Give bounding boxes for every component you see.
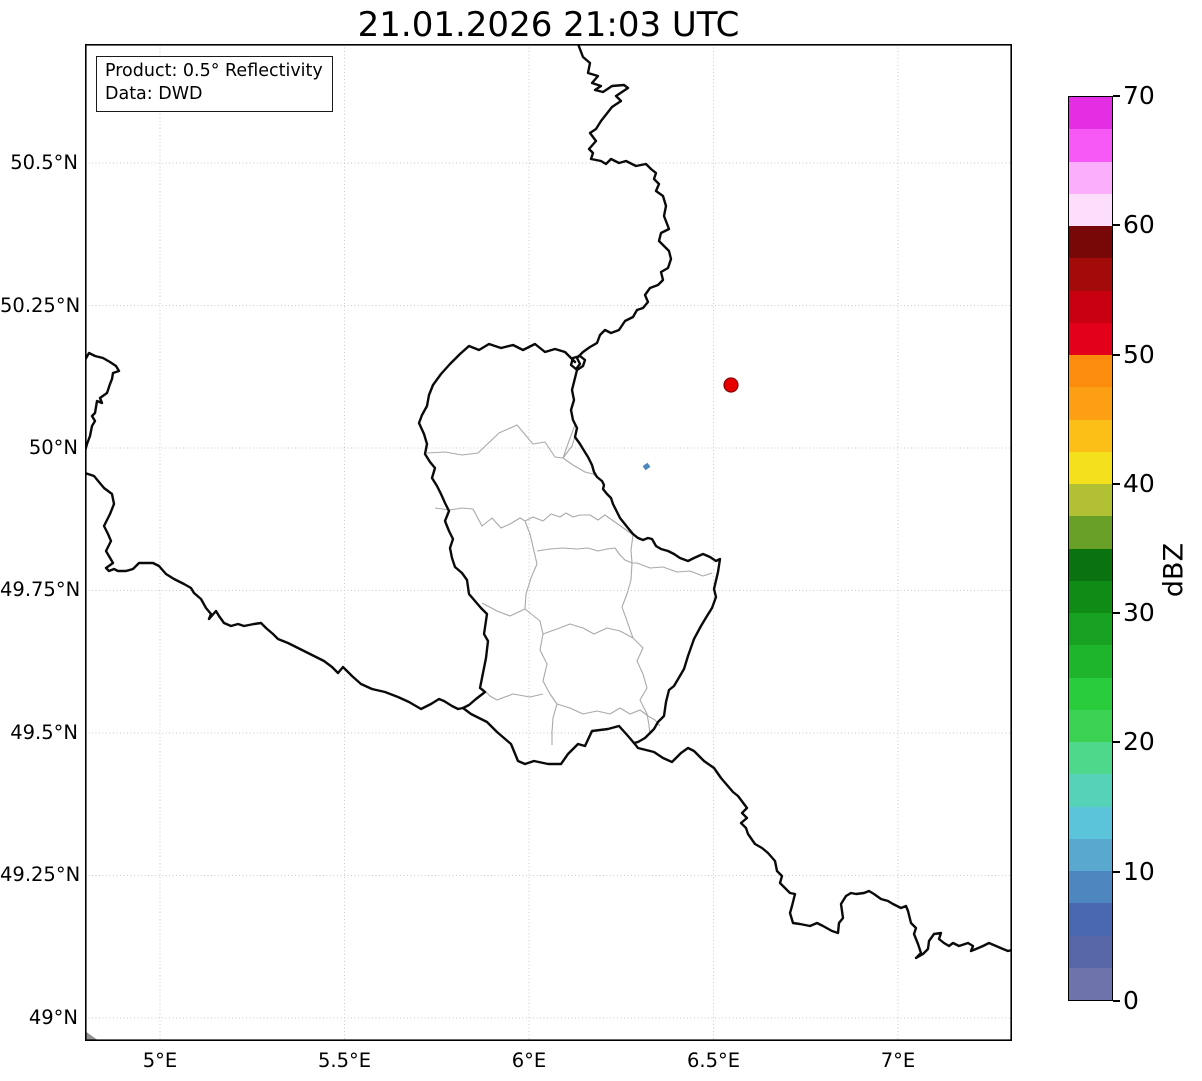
luxembourg-france-border <box>461 706 636 766</box>
luxembourg-germany-border <box>569 368 722 745</box>
canton-border-line <box>524 520 538 610</box>
canton-border-line <box>621 534 651 736</box>
colorbar-segment <box>1069 580 1112 613</box>
colorbar-tick-label: 0 <box>1123 986 1139 1015</box>
plot-frame <box>85 44 1012 1041</box>
colorbar-segment <box>1069 871 1112 904</box>
y-tick-label: 49°N <box>28 1005 78 1029</box>
colorbar-segment <box>1069 645 1112 678</box>
colorbar-segment <box>1069 774 1112 807</box>
canton-border-line <box>481 687 544 701</box>
data-source-label: Data: DWD <box>105 84 203 104</box>
ouren-tripoint-loop <box>569 354 587 372</box>
canton-border-line <box>562 457 598 478</box>
colorbar <box>1068 96 1113 1001</box>
colorbar-segment <box>1069 226 1112 259</box>
product-info-box: Product: 0.5° Reflectivity Data: DWD <box>96 56 333 112</box>
colorbar-segment <box>1069 516 1112 549</box>
canton-border-line <box>539 633 558 745</box>
canton-border-line <box>536 547 633 564</box>
colorbar-segment <box>1069 290 1112 323</box>
colorbar-tick-label: 60 <box>1123 210 1155 240</box>
y-tick-label: 49.25°N <box>0 863 81 887</box>
canton-border-line <box>556 703 661 727</box>
colorbar-segment <box>1069 451 1112 484</box>
luxembourg-belgium-border <box>417 342 577 710</box>
canton-border-line <box>426 424 578 459</box>
colorbar-tick-mark <box>1113 741 1120 744</box>
y-tick-label: 50.25°N <box>0 293 81 317</box>
radar-echo-pixel <box>642 462 651 471</box>
x-tick-label: 6.5°E <box>686 1049 741 1072</box>
colorbar-segment <box>1069 838 1112 871</box>
colorbar-segment <box>1069 742 1112 775</box>
colorbar-tick-label: 20 <box>1123 727 1155 757</box>
canton-borders <box>426 424 713 745</box>
map-corner-mark <box>85 1031 99 1041</box>
colorbar-segment <box>1069 806 1112 839</box>
canton-border-line <box>632 562 713 577</box>
colorbar-segment <box>1069 97 1112 130</box>
colorbar-tick-label: 40 <box>1123 468 1155 498</box>
colorbar-tick-mark <box>1113 95 1120 97</box>
x-tick-label: 6°E <box>511 1049 547 1072</box>
colorbar-segment <box>1069 967 1112 1000</box>
y-tick-label: 50.5°N <box>10 151 78 174</box>
colorbar-segment <box>1069 548 1112 581</box>
colorbar-segment <box>1069 161 1112 194</box>
x-tick-label: 7°E <box>880 1049 916 1072</box>
figure-title: 21.01.2026 21:03 UTC <box>357 5 740 45</box>
colorbar-segment <box>1069 903 1112 936</box>
colorbar-axis-label: dBZ <box>1158 542 1190 598</box>
colorbar-segment <box>1069 419 1112 452</box>
colorbar-segment <box>1069 258 1112 291</box>
france-belgium-border <box>85 471 465 711</box>
colorbar-tick-label: 50 <box>1123 339 1155 369</box>
colorbar-segment <box>1069 387 1112 420</box>
colorbar-tick-mark <box>1113 612 1120 615</box>
gridlines <box>85 44 1012 1041</box>
colorbar-segment <box>1069 935 1112 968</box>
y-tick-label: 49.75°N <box>0 578 81 602</box>
colorbar-tick-label: 30 <box>1123 598 1155 628</box>
colorbar-segment <box>1069 677 1112 710</box>
canton-border-line <box>481 602 526 617</box>
canton-border-line <box>562 424 576 459</box>
colorbar-tick-label: 10 <box>1123 856 1155 886</box>
y-tick-label: 49.5°N <box>10 720 78 744</box>
colorbar-segment <box>1069 709 1112 742</box>
canton-border-line <box>434 507 643 540</box>
colorbar-tick-mark <box>1113 870 1120 873</box>
colorbar-segment <box>1069 193 1112 226</box>
belgium-germany-border <box>574 44 673 371</box>
canton-border-line <box>524 608 634 639</box>
country-borders <box>85 44 1012 960</box>
map-canvas <box>85 44 1012 1041</box>
colorbar-tick-mark <box>1113 224 1120 227</box>
colorbar-segment <box>1069 484 1112 517</box>
colorbar-tick-mark <box>1113 1000 1120 1002</box>
colorbar-segment <box>1069 129 1112 162</box>
product-label: Product: 0.5° Reflectivity <box>105 61 323 81</box>
y-tick-label: 50°N <box>28 435 78 459</box>
meuse-promontory-border <box>85 351 121 453</box>
map-plot-area: Product: 0.5° Reflectivity Data: DWD <box>85 44 1012 1041</box>
colorbar-segment <box>1069 613 1112 646</box>
colorbar-tick-mark <box>1113 353 1120 356</box>
x-tick-label: 5°E <box>142 1049 178 1072</box>
colorbar-tick-mark <box>1113 482 1120 485</box>
colorbar-segment <box>1069 355 1112 388</box>
radar-site-marker <box>723 377 739 393</box>
colorbar-tick-label: 70 <box>1123 81 1155 110</box>
x-tick-label: 5.5°E <box>317 1049 372 1072</box>
colorbar-segment <box>1069 322 1112 355</box>
france-germany-border <box>632 741 1012 960</box>
